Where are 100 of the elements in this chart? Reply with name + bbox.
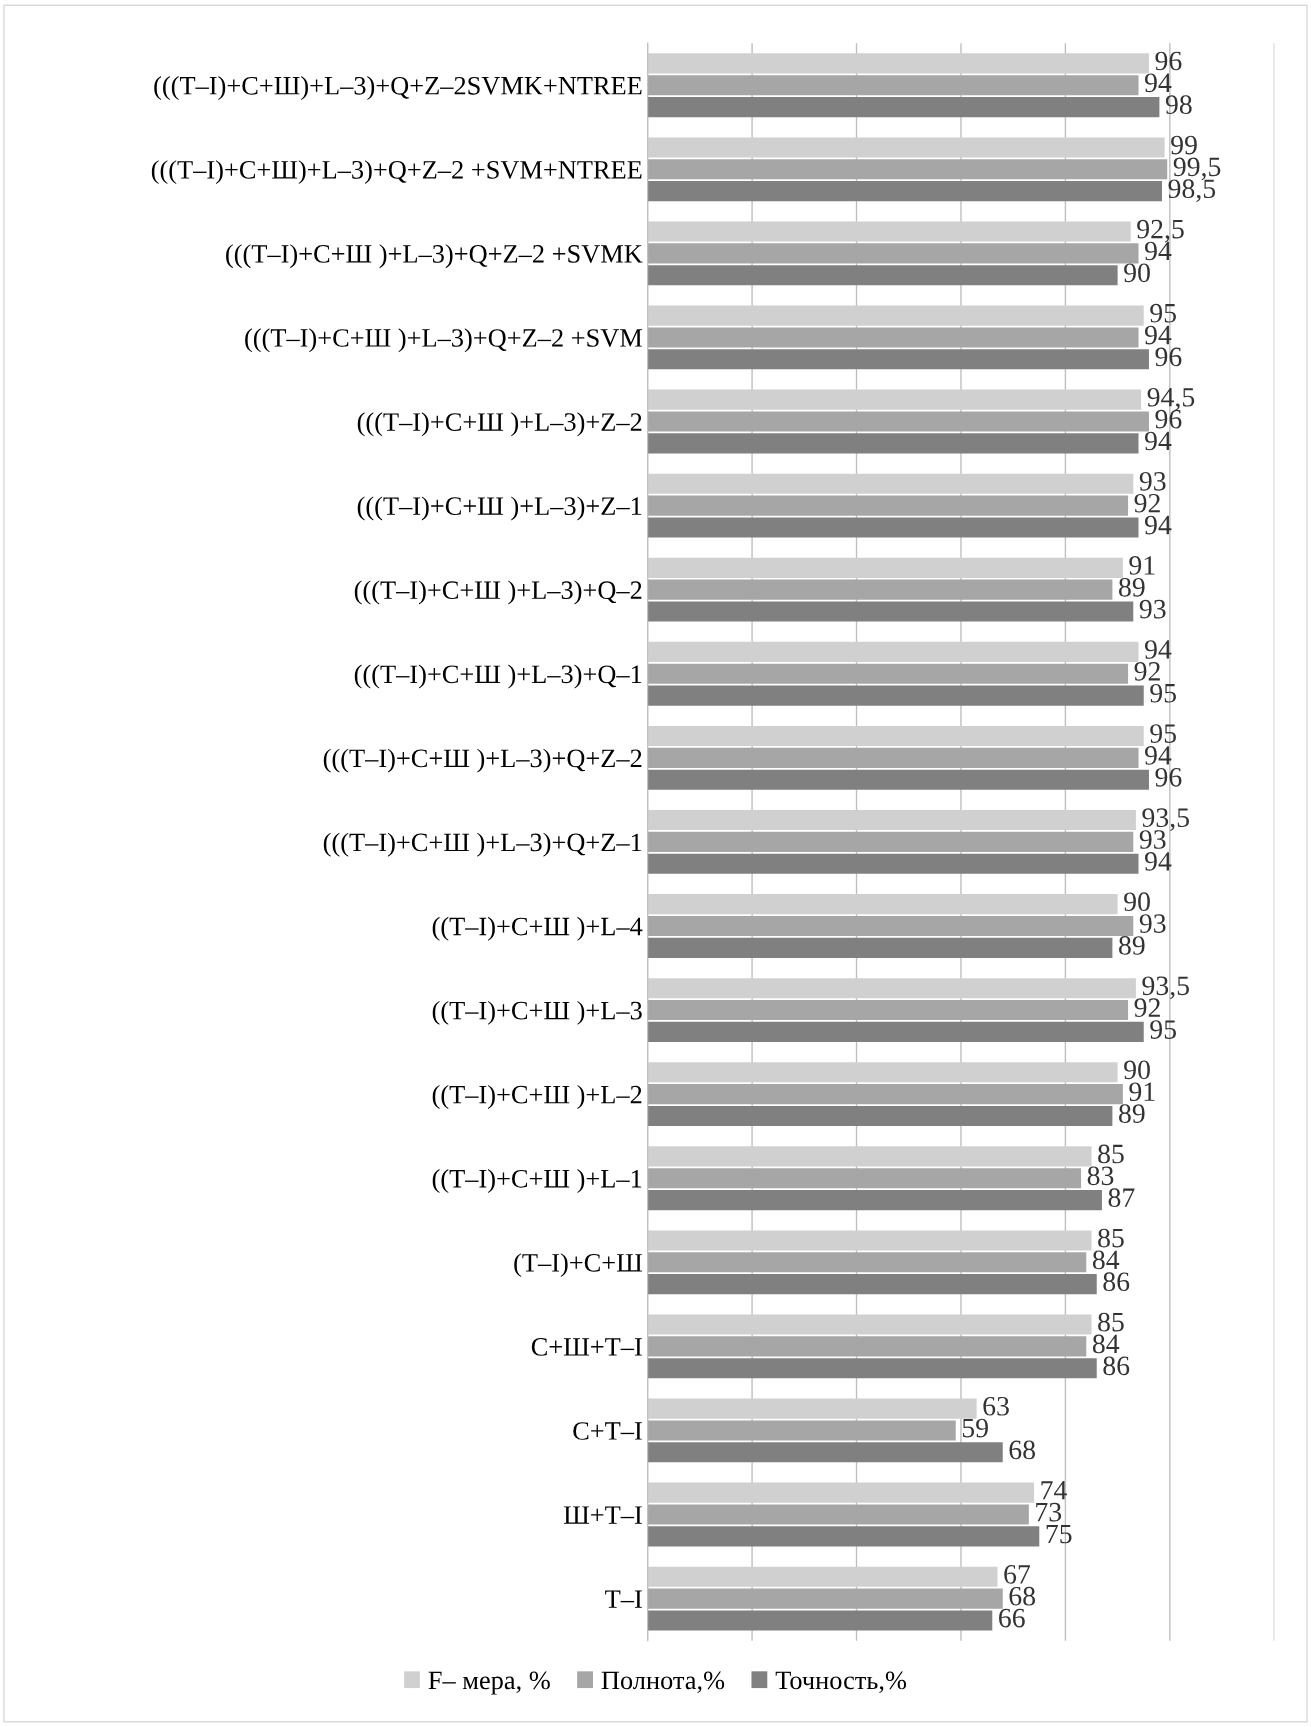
bar [647, 663, 1129, 684]
bar [647, 473, 1134, 494]
bar [647, 305, 1144, 326]
data-label: 63 [983, 1396, 1009, 1416]
data-label: 93,5 [1142, 976, 1189, 1000]
data-label: 94,5 [1147, 387, 1195, 411]
data-label: 86 [1103, 1272, 1130, 1292]
data-label: 93,5 [1142, 808, 1189, 831]
data-label: 86 [1103, 1356, 1130, 1376]
bar [647, 1588, 1003, 1609]
bar [647, 495, 1129, 516]
data-label: 93 [1139, 830, 1166, 849]
data-label: 74 [1041, 1481, 1067, 1500]
bar [647, 349, 1149, 370]
data-label: 96 [1155, 767, 1182, 787]
bar [647, 1358, 1097, 1379]
data-label: 95 [1150, 1020, 1176, 1039]
data-label: 90 [1124, 892, 1150, 912]
y-tick-label: (((Т–I)+С+Ш )+L–3)+Q+Z–1 [323, 832, 642, 857]
data-label: 89 [1119, 577, 1145, 597]
y-tick-label: (((Т–I)+С+Ш )+L–3)+Q–1 [354, 664, 642, 689]
data-label: 92,5 [1137, 219, 1184, 243]
bar [647, 769, 1149, 790]
bar [647, 97, 1160, 118]
data-label: 73 [1036, 1502, 1062, 1522]
data-label: 85 [1098, 1312, 1124, 1332]
bar [647, 685, 1144, 706]
bar [647, 243, 1139, 264]
data-label: 94 [1144, 73, 1172, 93]
data-label: 87 [1108, 1188, 1135, 1208]
bar [647, 1566, 998, 1587]
data-label: 67 [1004, 1565, 1031, 1584]
bar [647, 433, 1139, 454]
data-label: 68 [1009, 1586, 1036, 1606]
bar [647, 389, 1142, 410]
data-label: 95 [1150, 303, 1176, 323]
bar [647, 978, 1136, 999]
y-tick-label: ((Т–I)+С+Ш )+L–1 [432, 1169, 642, 1193]
y-tick-label: Т–I [605, 1590, 642, 1608]
data-label: 93 [1139, 914, 1166, 933]
data-label: 90 [1124, 263, 1150, 283]
bar [647, 1420, 956, 1441]
y-tick-label: ((Т–I)+С+Ш )+L–2 [432, 1084, 642, 1109]
bar [647, 1314, 1092, 1335]
data-label: 66 [999, 1608, 1025, 1628]
bar [647, 1526, 1040, 1547]
data-label: 91 [1129, 556, 1155, 575]
bar [647, 517, 1139, 538]
data-label: 94 [1144, 746, 1172, 765]
y-tick-label: С+Т–I [573, 1422, 642, 1440]
bar [647, 557, 1123, 578]
data-label: 95 [1150, 724, 1176, 743]
data-label: 99,5 [1173, 157, 1221, 181]
bar [647, 853, 1139, 874]
data-label: 59 [962, 1418, 988, 1438]
bar [647, 1482, 1035, 1503]
data-label: 96 [1155, 51, 1182, 71]
data-label: 84 [1092, 1334, 1120, 1354]
bar [647, 1398, 977, 1419]
y-tick-label: (((Т–I)+С+Ш )+L–3)+Q+Z–2 +SVMK [226, 244, 643, 269]
bar [647, 1021, 1144, 1042]
y-tick-label: Ш+Т–I [563, 1506, 642, 1524]
bar [647, 747, 1139, 768]
bar [647, 937, 1113, 958]
data-label: 96 [1155, 347, 1182, 367]
data-label: 99 [1171, 135, 1197, 155]
data-label: 94 [1144, 241, 1172, 261]
y-tick-label: (((Т–I)+С+Ш )+L–3)+Q+Z–2 +SVM [245, 328, 643, 353]
bar [647, 1230, 1092, 1251]
data-label: 91 [1129, 1082, 1155, 1102]
data-label: 85 [1098, 1228, 1124, 1248]
legend-label: Полнота,% [601, 1671, 725, 1694]
bar [647, 601, 1134, 622]
data-label: 94 [1144, 640, 1172, 659]
data-label: 89 [1119, 1104, 1145, 1123]
bar [647, 327, 1139, 348]
bar [647, 831, 1134, 852]
data-label: 92 [1134, 998, 1160, 1018]
y-tick-label: (Т–I)+С+Ш [514, 1253, 643, 1278]
bar [647, 810, 1136, 831]
bar [647, 1274, 1097, 1295]
bar [647, 725, 1144, 747]
data-label: 75 [1046, 1524, 1072, 1544]
bar [647, 221, 1131, 242]
data-label: 93 [1139, 472, 1166, 491]
data-label: 89 [1119, 936, 1145, 955]
legend-label: F– мера, % [428, 1671, 550, 1695]
bar [647, 641, 1139, 662]
y-tick-label: ((Т–I)+С+Ш )+L–3 [432, 1000, 642, 1025]
bar [647, 411, 1149, 432]
bar [647, 75, 1139, 96]
bar [647, 1336, 1087, 1357]
bar [647, 1168, 1082, 1189]
bar [647, 265, 1118, 286]
data-label: 83 [1087, 1166, 1114, 1186]
y-tick-label: С+Ш+Т–I [531, 1338, 642, 1356]
data-label: 90 [1124, 1060, 1150, 1080]
bar [647, 1252, 1087, 1273]
bar [647, 915, 1134, 937]
data-label: 98 [1165, 95, 1192, 115]
